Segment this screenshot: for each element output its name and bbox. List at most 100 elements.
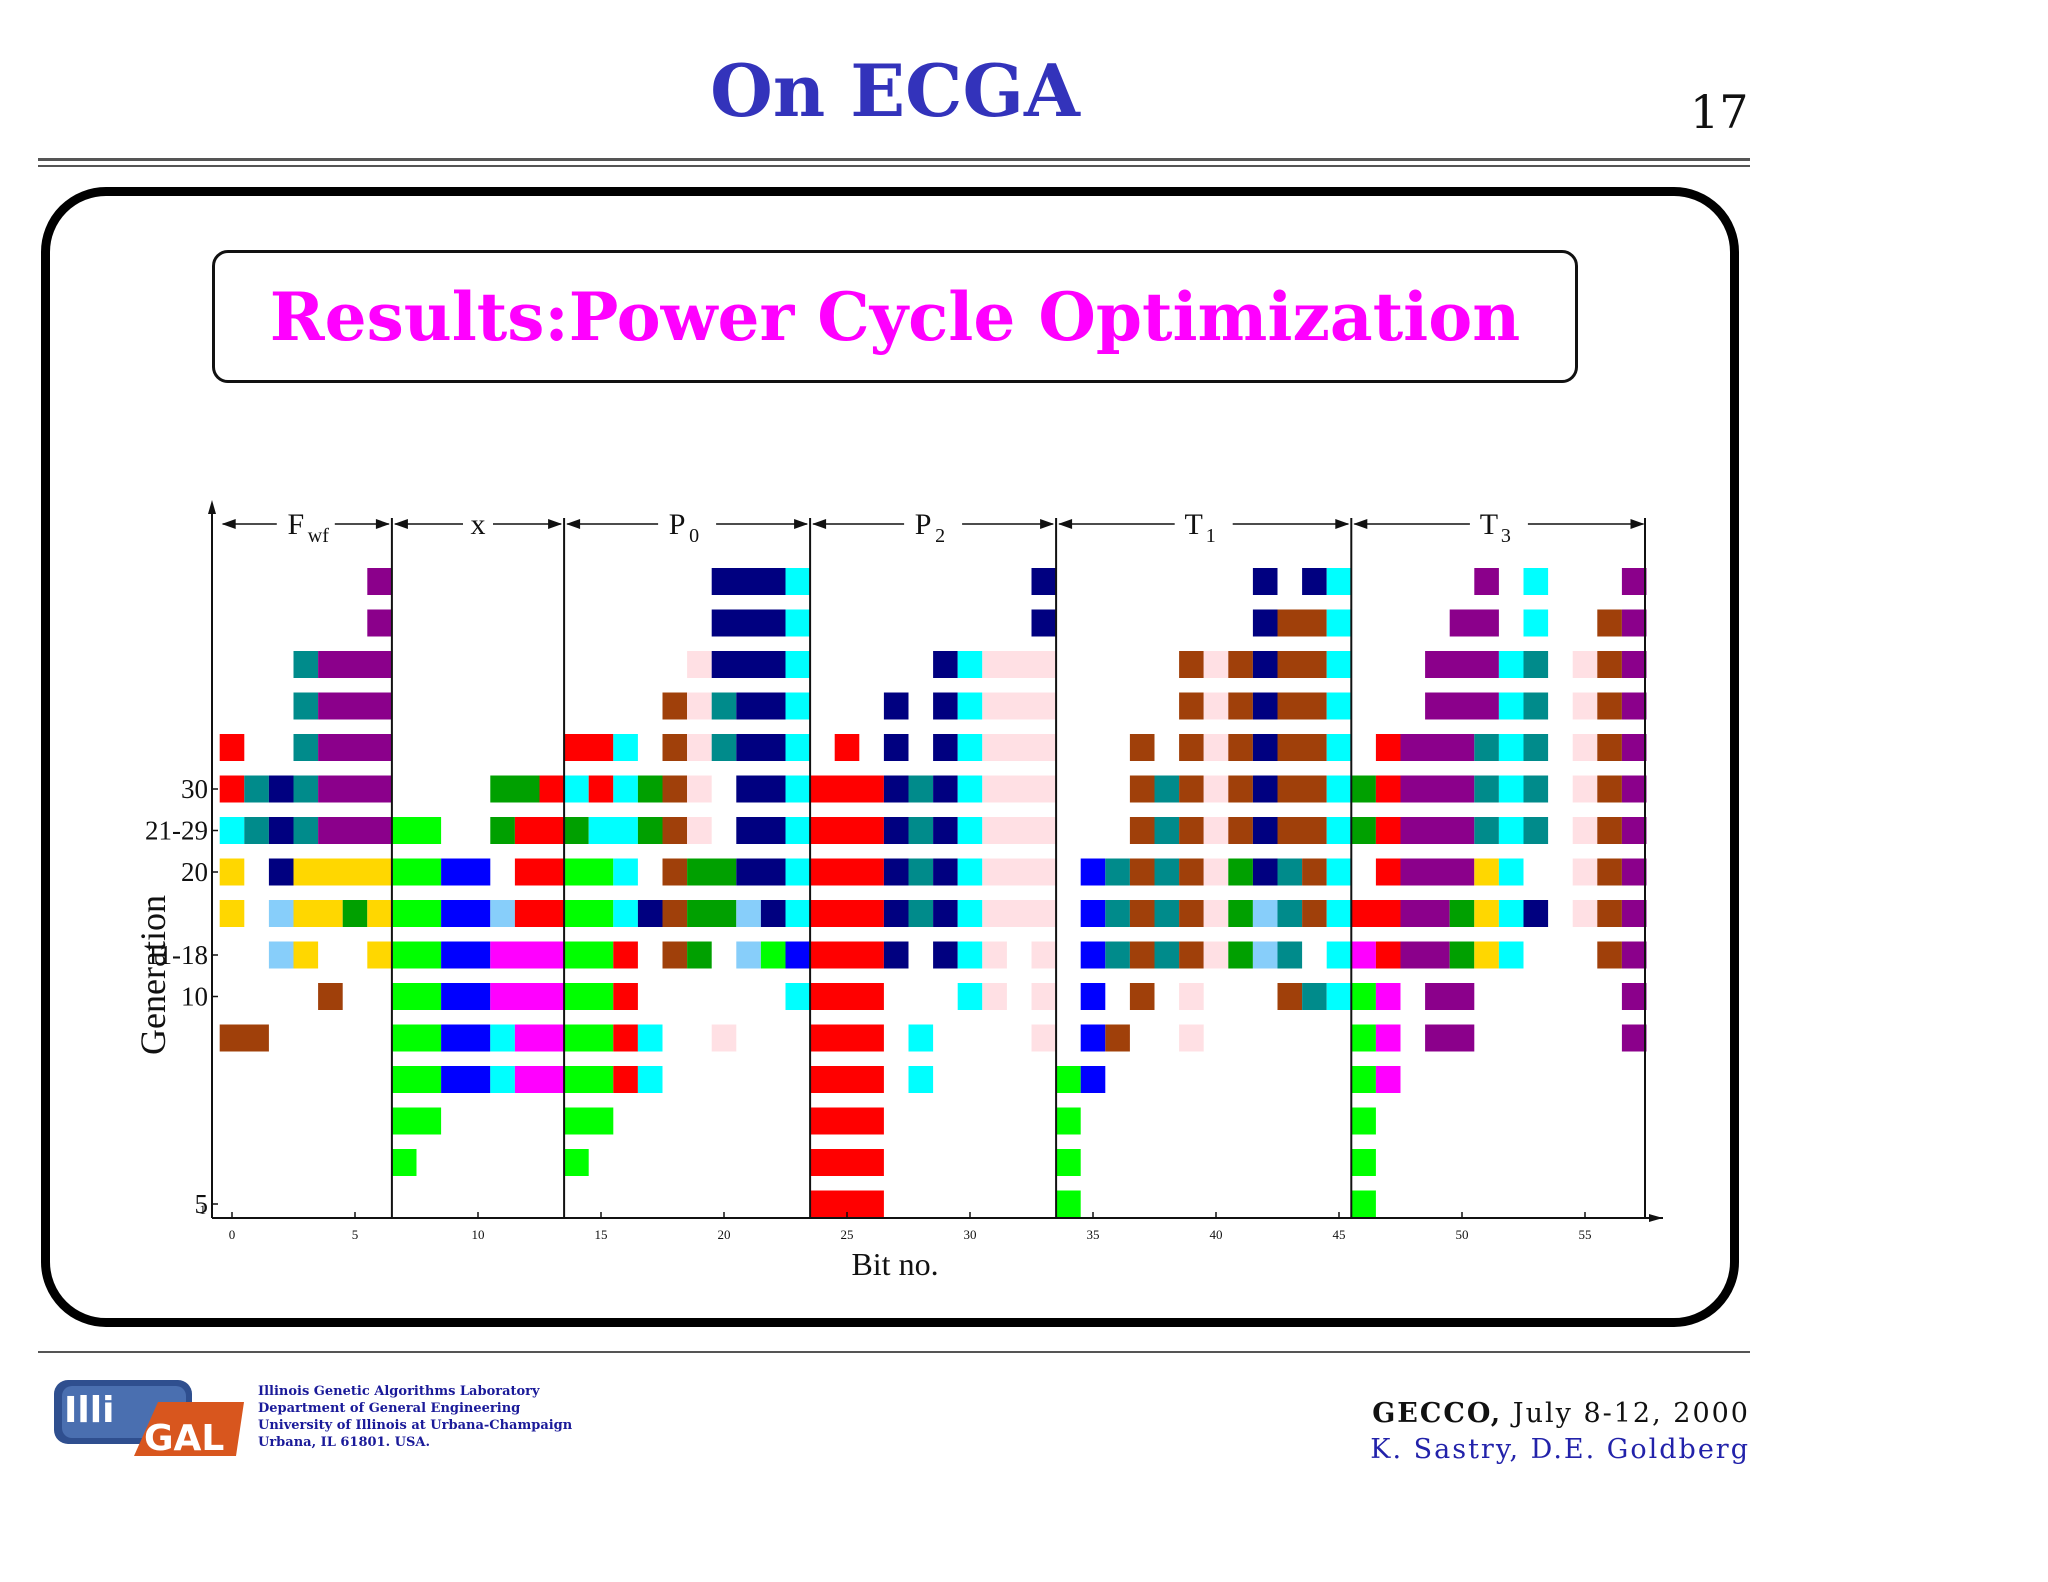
chart-bar	[1154, 941, 1180, 969]
chart-bar	[1400, 900, 1450, 927]
lab-line: University of Illinois at Urbana-Champai…	[258, 1418, 573, 1433]
chart-bar	[1572, 651, 1598, 678]
chart-bar	[1252, 900, 1278, 927]
chart-bar	[810, 900, 884, 927]
group-span-arrow-right	[375, 519, 390, 529]
chart-bar	[810, 858, 884, 886]
chart-bar	[1621, 692, 1647, 720]
chart-bar	[1523, 817, 1549, 844]
group-label-subscript: 3	[1501, 525, 1511, 547]
chart-bar	[1154, 900, 1180, 927]
chart-bar	[1302, 568, 1327, 595]
chart-bar	[1621, 568, 1647, 595]
chart-bar	[1621, 941, 1647, 969]
chart-bar	[1498, 775, 1524, 803]
chart-bar	[810, 775, 884, 803]
chart-bar	[1080, 858, 1106, 886]
chart-bar	[1351, 775, 1376, 803]
chart-bar	[1326, 775, 1352, 803]
chart-bar	[785, 858, 811, 886]
chart-bar	[613, 941, 638, 969]
logo-text-gal: GAL	[144, 1418, 224, 1459]
chart-bar	[785, 775, 811, 803]
group-label-subscript: 0	[689, 525, 699, 547]
chart-bar	[1129, 858, 1155, 886]
chart-bar	[1474, 734, 1499, 761]
chart-bar	[367, 941, 392, 969]
page-number: 17	[1690, 85, 1749, 139]
chart-bar	[564, 900, 614, 927]
chart-bar	[1621, 983, 1647, 1010]
chart-bar	[391, 1107, 442, 1135]
chart-bar	[687, 858, 737, 886]
chart-bar	[490, 1024, 515, 1052]
chart-bar	[1572, 858, 1598, 886]
chart-bar	[293, 734, 319, 761]
chart-bar	[1375, 941, 1401, 969]
x-tick-label: 45	[1333, 1227, 1346, 1242]
chart-bar	[1080, 900, 1106, 927]
chart-bar	[219, 775, 245, 803]
chart-bar	[1597, 651, 1622, 678]
chart-bar	[1179, 1024, 1204, 1052]
chart-bar	[711, 568, 786, 595]
chart-bar	[1449, 900, 1475, 927]
chart-bar	[1105, 941, 1130, 969]
chart-bar	[810, 941, 884, 969]
chart-bar	[391, 900, 442, 927]
chart-bar	[1351, 1107, 1376, 1135]
chart-bar	[785, 983, 811, 1010]
x-tick-label: 5	[352, 1227, 359, 1242]
chart-bar	[514, 1024, 565, 1052]
chart-bar	[318, 734, 392, 761]
chart-bar	[1597, 900, 1622, 927]
chart-bar	[1326, 734, 1352, 761]
illigal-logo: Illi GAL	[54, 1380, 244, 1459]
chart-bar	[908, 817, 934, 844]
chart-bar	[1031, 1024, 1057, 1052]
chart-bar	[908, 858, 934, 886]
chart-bar	[1375, 1066, 1401, 1093]
chart-bar	[1597, 734, 1622, 761]
x-tick-label: 10	[472, 1227, 485, 1242]
chart-bar	[514, 900, 565, 927]
chart-bar	[1523, 775, 1549, 803]
chart-bar	[490, 775, 540, 803]
group-label-bg	[276, 504, 335, 544]
chart-bar	[982, 692, 1057, 720]
chart-bar	[957, 775, 983, 803]
chart-bar	[1621, 1024, 1647, 1052]
chart-bar	[1031, 983, 1057, 1010]
chart-bar	[1326, 941, 1352, 969]
chart-bar	[1203, 692, 1229, 720]
chart-bar	[1621, 900, 1647, 927]
chart-bar	[1621, 817, 1647, 844]
chart-bar	[293, 941, 319, 969]
chart-bar	[539, 775, 565, 803]
chart-bar	[736, 775, 786, 803]
chart-bar	[637, 1066, 663, 1093]
chart-bar	[736, 734, 786, 761]
chart-bar	[1375, 1024, 1401, 1052]
chart-bar	[268, 775, 294, 803]
chart-bar	[1351, 941, 1376, 969]
chart-bar	[982, 900, 1057, 927]
chart-bar	[736, 692, 786, 720]
chart-bar	[637, 775, 663, 803]
chart-bar	[982, 651, 1057, 678]
chart-bar	[391, 1149, 417, 1176]
chart-bar	[982, 983, 1007, 1010]
header-rule-top	[38, 158, 1750, 161]
chart-bar	[441, 900, 491, 927]
chart-bar	[1056, 1066, 1081, 1093]
group-span-arrow-right	[1040, 519, 1055, 529]
chart-bar	[785, 692, 811, 720]
chart-bar	[1326, 858, 1352, 886]
chart-bar	[1129, 817, 1155, 844]
chart-bar	[1080, 1024, 1106, 1052]
group-span-arrow-left	[812, 519, 827, 529]
chart-bar	[1375, 983, 1401, 1010]
group-span-arrow-left	[1353, 519, 1368, 529]
chart-bar	[1523, 900, 1549, 927]
